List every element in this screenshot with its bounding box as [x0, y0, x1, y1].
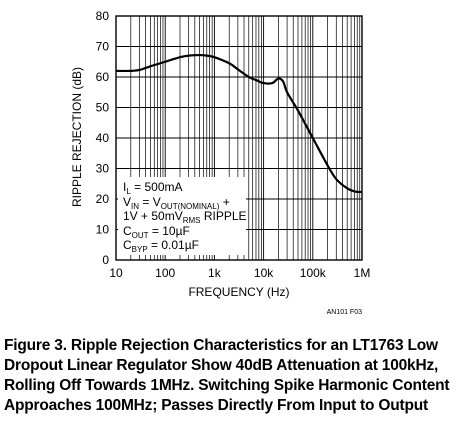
caption-line-4: Approaches 100MHz; Passes Directly From …	[4, 397, 428, 414]
caption-line-2: Dropout Linear Regulator Show 40dB Atten…	[4, 357, 439, 374]
test-conditions-annotation: IL = 500mA VIN = VOUT(NOMINAL) + 1V + 50…	[123, 180, 247, 254]
annotation-line-5: CBYP = 0.01µF	[123, 238, 199, 254]
annotation-line-3: 1V + 50mVRMS RIPPLE	[123, 209, 247, 225]
y-tick-label: 60	[96, 70, 110, 84]
y-tick-label: 10	[96, 223, 110, 237]
y-tick-label: 0	[102, 253, 109, 267]
caption-line-1: Figure 3. Ripple Rejection Characteristi…	[4, 337, 438, 354]
ripple-rejection-curve	[115, 53, 363, 194]
x-tick-label: 1M	[354, 266, 371, 280]
annotation-line-2: VIN = VOUT(NOMINAL) +	[123, 195, 230, 211]
x-tick-label: 10	[109, 266, 123, 280]
y-tick-label: 40	[96, 131, 110, 145]
y-tick-label: 30	[96, 162, 110, 176]
y-tick-labels: 0 10 20 30 40 50 60 70 80	[96, 9, 110, 267]
x-tick-labels: 10 100 1k 10k 100k 1M	[109, 266, 370, 280]
x-tick-label: 1k	[208, 266, 222, 280]
caption-line-3: Rolling Off Towards 1MHz. Switching Spik…	[4, 377, 450, 394]
annotation-box	[118, 177, 246, 255]
y-tick-label: 50	[96, 101, 110, 115]
x-tick-label: 10k	[254, 266, 274, 280]
x-tick-label: 100k	[300, 266, 327, 280]
plot-frame	[115, 15, 363, 261]
figure-code: AN101 F03	[327, 309, 363, 316]
y-axis-label: RIPPLE REJECTION (dB)	[70, 67, 84, 207]
x-tick-label: 100	[155, 266, 175, 280]
annotation-line-4: COUT = 10µF	[123, 224, 190, 240]
annotation-line-1: IL = 500mA	[123, 180, 183, 196]
x-axis-label: FREQUENCY (Hz)	[188, 285, 289, 299]
figure-caption: Figure 3. Ripple Rejection Characteristi…	[4, 336, 456, 416]
y-tick-label: 80	[96, 9, 110, 23]
y-tick-label: 70	[96, 40, 110, 54]
y-tick-label: 20	[96, 192, 110, 206]
